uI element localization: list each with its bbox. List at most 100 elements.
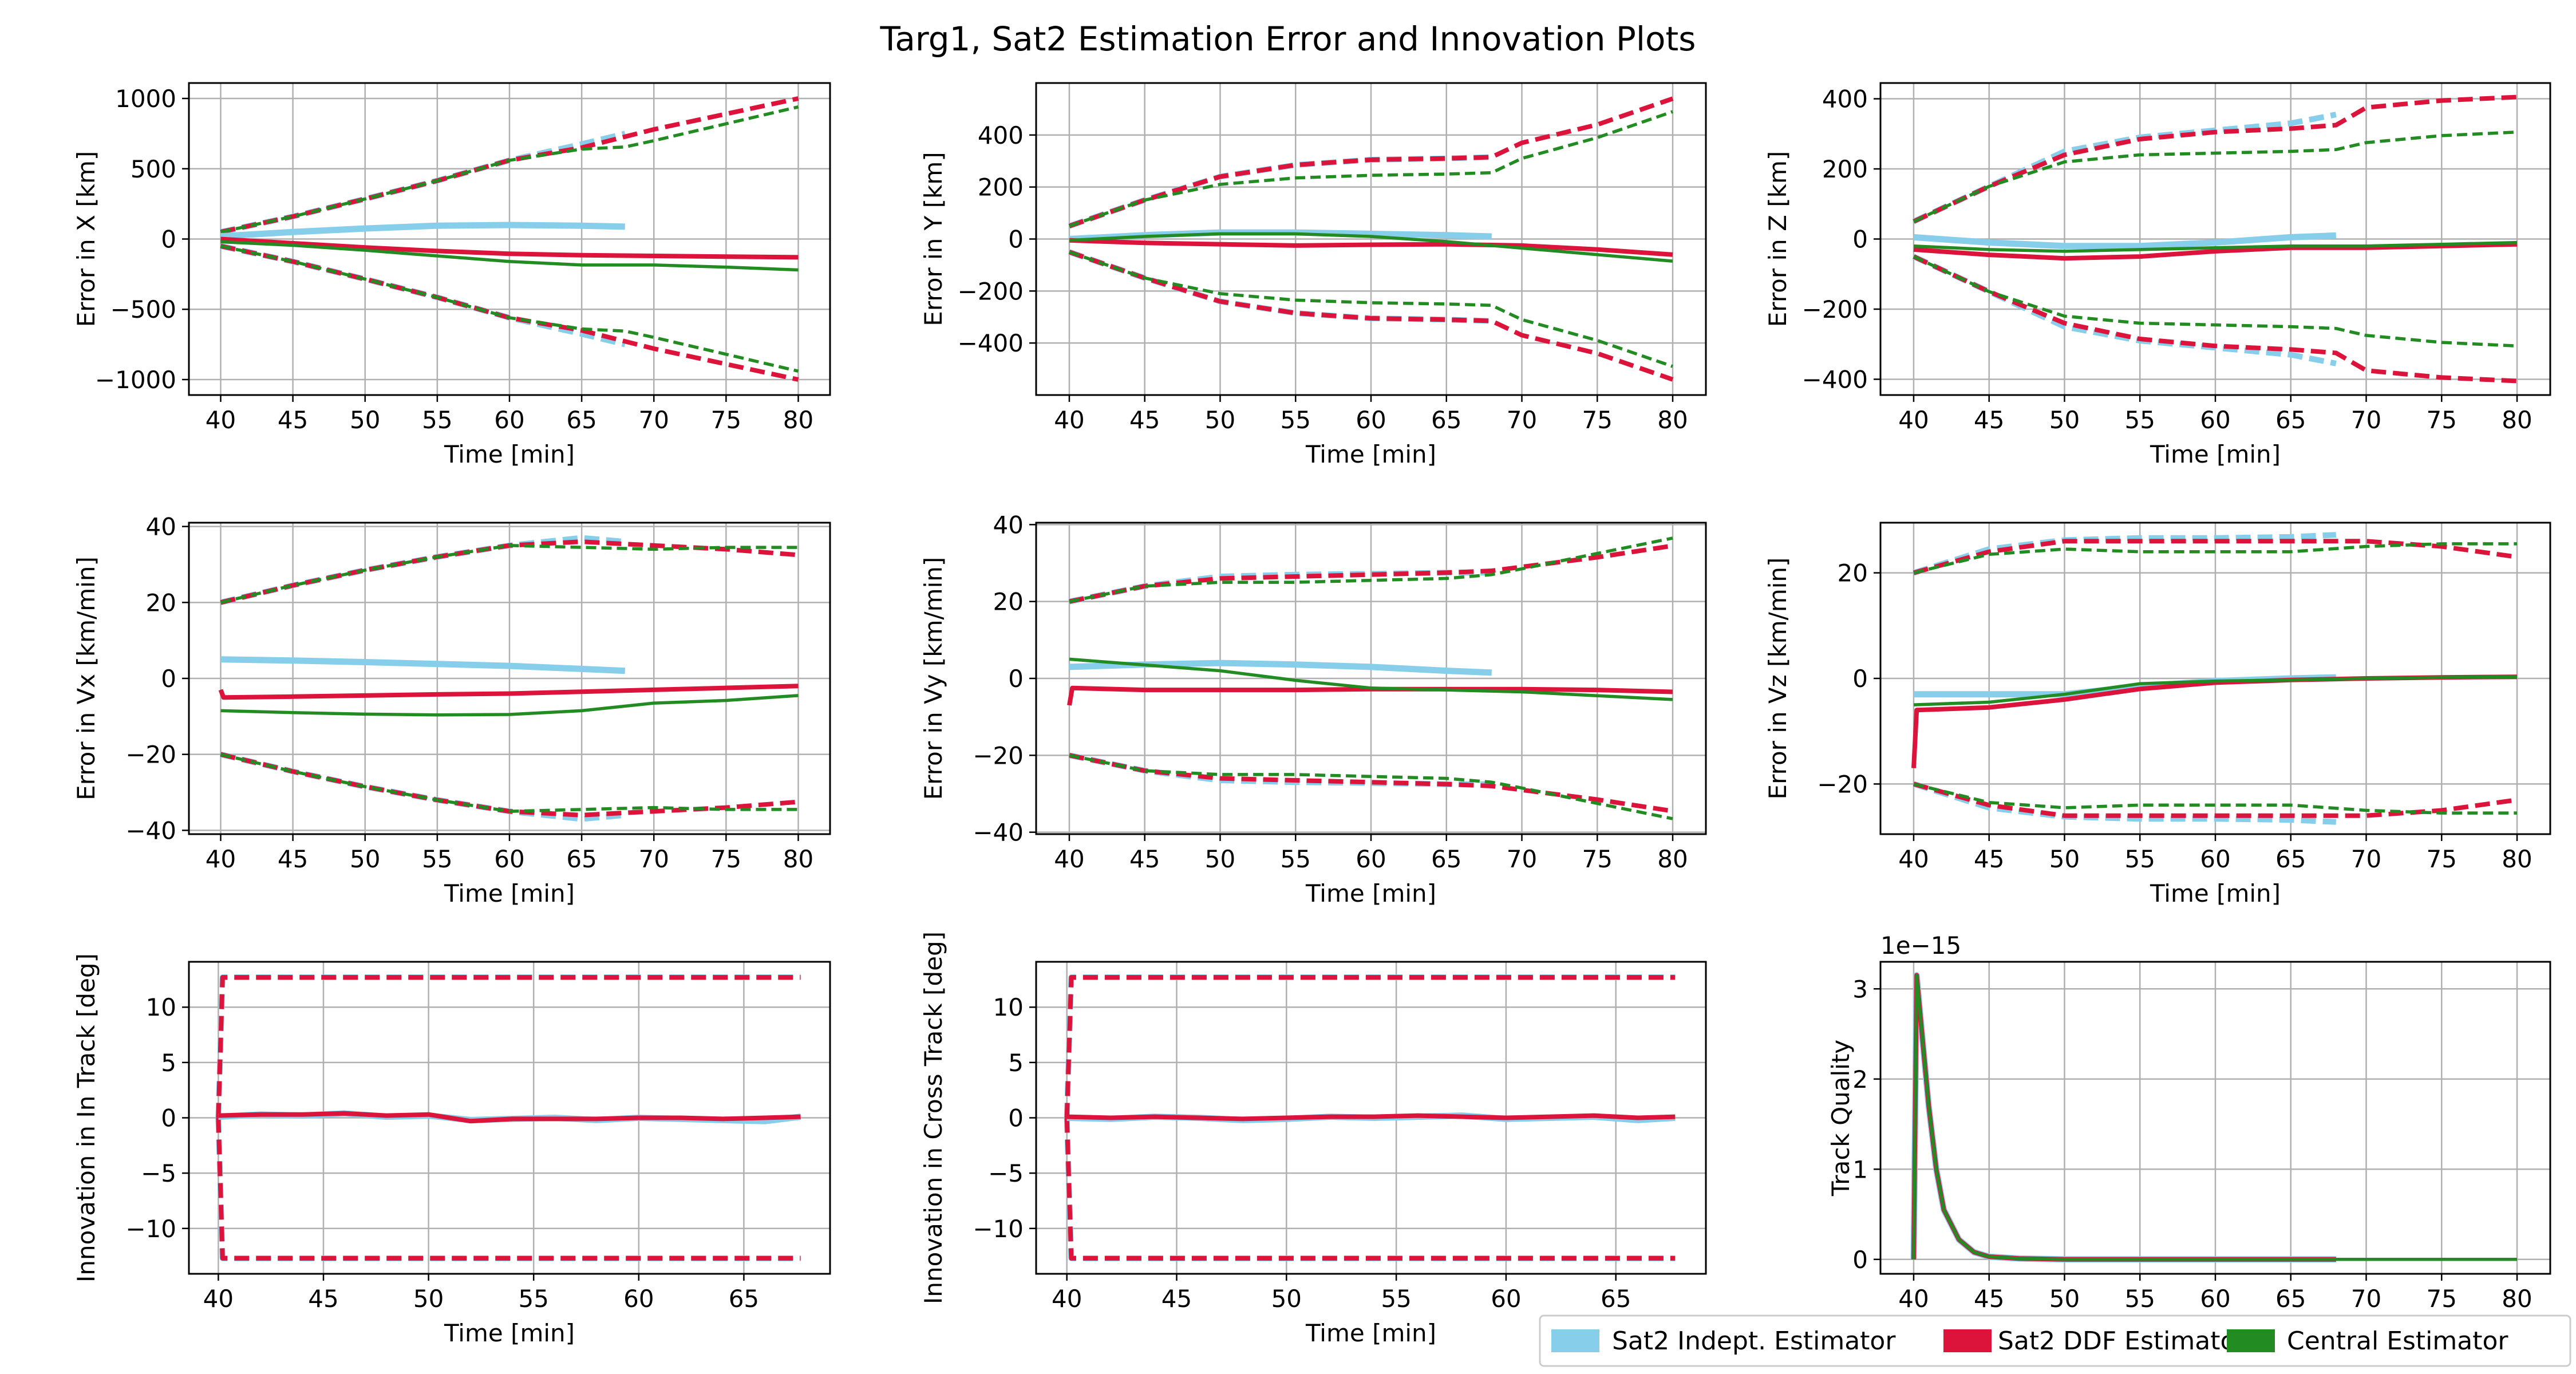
x-tick-label: 75 (1582, 845, 1613, 873)
y-tick-label: −10 (973, 1215, 1024, 1243)
series-sat2-indept-cov (1913, 532, 2337, 576)
series-sat2-ddf-cov (1064, 1118, 1676, 1261)
y-axis-label: Error in X [km] (72, 151, 100, 327)
y-tick-label: 0 (161, 226, 176, 254)
y-tick-label: −40 (125, 816, 176, 844)
x-tick-label: 55 (2125, 406, 2155, 434)
y-tick-label: −20 (125, 741, 176, 769)
y-tick-label: −10 (125, 1215, 176, 1243)
x-tick-label: 65 (566, 406, 596, 434)
y-axis-label: Track Quality (1827, 1040, 1855, 1197)
y-tick-label: 400 (978, 121, 1024, 149)
series-central-central-cov (1069, 753, 1673, 820)
y-tick-label: 200 (1822, 155, 1868, 183)
x-axis-label: Time [min] (1305, 1319, 1436, 1347)
x-tick-label: 40 (1054, 845, 1084, 873)
y-axis-label: Error in Vx [km/min] (72, 556, 100, 800)
x-tick-label: 40 (1054, 406, 1084, 434)
series-central-central-cov (1069, 110, 1673, 228)
series-central-central-est (1913, 675, 2518, 706)
offset-text: 1e−15 (1880, 931, 1961, 960)
legend: Sat2 Indept. Estimator Sat2 DDF Estimato… (1539, 1314, 2571, 1367)
series-sat2-ddf-cov (1068, 250, 1674, 382)
x-tick-label: 55 (1381, 1285, 1411, 1313)
y-axis-label: Error in Vz [km/min] (1764, 558, 1792, 800)
x-axis-label: Time [min] (444, 1319, 575, 1347)
series-central-central-cov (1069, 536, 1673, 603)
y-tick-label: −5 (988, 1159, 1024, 1187)
x-tick-label: 70 (2351, 1285, 2381, 1313)
x-tick-label: 40 (206, 406, 236, 434)
x-tick-label: 80 (2502, 406, 2532, 434)
y-tick-label: 1 (1852, 1155, 1868, 1183)
y-tick-label: 0 (161, 1104, 176, 1132)
x-tick-label: 40 (203, 1285, 234, 1313)
y-tick-label: −200 (958, 277, 1024, 305)
y-tick-label: −200 (1802, 295, 1868, 323)
y-tick-label: −20 (1817, 770, 1868, 798)
plot-area (1910, 972, 2517, 1263)
figure-title: Targ1, Sat2 Estimation Error and Innovat… (880, 19, 1696, 58)
x-tick-label: 55 (422, 845, 452, 873)
y-axis-label: Error in Vy [km/min] (919, 557, 947, 800)
x-tick-label: 70 (1507, 406, 1537, 434)
x-tick-label: 75 (2427, 845, 2457, 873)
y-tick-label: 40 (993, 511, 1024, 539)
series-sat2-ddf-cov (1913, 94, 2518, 224)
x-tick-label: 50 (350, 406, 380, 434)
x-tick-label: 60 (1356, 845, 1386, 873)
series-sat2-ddf-cov (216, 1118, 801, 1261)
x-tick-label: 80 (783, 406, 813, 434)
x-axis-label: Time [min] (2150, 879, 2281, 907)
x-tick-label: 65 (1431, 406, 1461, 434)
x-tick-label: 60 (623, 1285, 654, 1313)
y-tick-label: 3 (1852, 975, 1868, 1003)
series-sat2-ddf-cov (1913, 781, 2518, 818)
x-tick-label: 50 (350, 845, 380, 873)
subplot-6: 40 45 50 55 60 65 70 75 80 20 0 −20 Time [min] Error … (1764, 522, 2551, 907)
x-tick-label: 45 (308, 1285, 338, 1313)
y-axis-label: Error in Y [km] (919, 152, 947, 326)
x-tick-label: 65 (566, 845, 596, 873)
x-tick-label: 45 (278, 406, 308, 434)
y-axis-label: Innovation in In Track [deg] (72, 953, 100, 1282)
x-tick-label: 55 (2125, 845, 2155, 873)
y-tick-label: 0 (1008, 226, 1024, 254)
x-tick-label: 70 (2351, 406, 2381, 434)
y-tick-label: 0 (1852, 226, 1868, 254)
legend-label-ddf: Sat2 DDF Estimator (1998, 1326, 2246, 1356)
y-tick-label: −1000 (95, 366, 176, 394)
x-tick-label: 65 (1431, 845, 1461, 873)
series-sat2-ddf-est (218, 684, 799, 700)
x-tick-label: 45 (1974, 406, 2004, 434)
y-tick-label: −20 (973, 741, 1024, 769)
x-tick-label: 40 (1898, 406, 1929, 434)
x-tick-label: 65 (1601, 1285, 1631, 1313)
y-tick-label: 20 (1838, 559, 1868, 587)
y-tick-label: 40 (146, 513, 176, 541)
y-axis-label: Error in Z [km] (1764, 151, 1792, 327)
subplot-4: 40 45 50 55 60 65 70 75 80 40 20 0 −20 −40 Time [min] E… (72, 513, 831, 907)
series-sat2-ddf-est (220, 236, 799, 260)
x-tick-label: 55 (1281, 406, 1311, 434)
series-sat2-indept-est (220, 222, 625, 240)
x-tick-label: 50 (1271, 1285, 1302, 1313)
x-tick-label: 60 (2200, 406, 2230, 434)
series-central-central-cov (1913, 542, 2517, 575)
x-tick-label: 40 (206, 845, 236, 873)
x-tick-label: 60 (494, 845, 524, 873)
x-tick-label: 60 (1491, 1285, 1521, 1313)
series-sat2-ddf-cov (1913, 254, 2518, 384)
x-tick-label: 65 (729, 1285, 759, 1313)
x-tick-label: 50 (1205, 845, 1235, 873)
plot-area (1912, 94, 2518, 384)
y-tick-label: 1000 (115, 85, 176, 113)
plot-area (1911, 532, 2518, 825)
x-tick-label: 60 (1356, 406, 1386, 434)
legend-frame (1539, 1314, 2571, 1367)
x-tick-label: 80 (2502, 1285, 2532, 1313)
y-tick-label: 0 (1852, 665, 1868, 693)
x-tick-label: 50 (2049, 406, 2080, 434)
